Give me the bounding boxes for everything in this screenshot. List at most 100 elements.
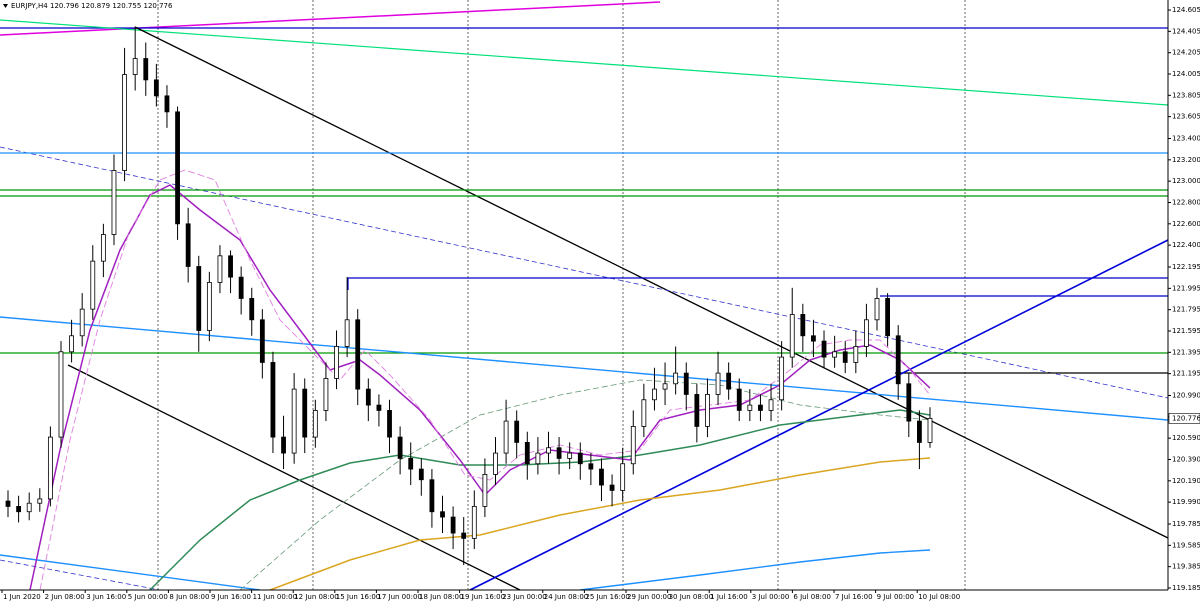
x-tick-label: 5 Jun 00:00 — [128, 593, 168, 601]
y-tick-label: 123.200 — [1172, 156, 1200, 164]
y-tick-label: 124.605 — [1172, 6, 1200, 14]
y-tick-label: 119.990 — [1172, 498, 1200, 506]
x-tick-label: 11 Jun 00:00 — [253, 593, 297, 601]
x-tick-label: 3 Jun 16:00 — [86, 593, 126, 601]
candle-body — [206, 282, 212, 331]
candle-body — [175, 111, 180, 225]
x-tick-label: 30 Jun 08:00 — [669, 593, 713, 601]
y-tick-label: 123.000 — [1172, 177, 1200, 185]
candle-body — [705, 394, 710, 427]
candle-body — [228, 255, 233, 278]
candle-body — [789, 314, 795, 358]
x-tick-label: 1 Jun 2020 — [3, 593, 41, 601]
channel-line — [134, 26, 1169, 539]
candle-body — [652, 388, 657, 401]
candle-body — [270, 362, 276, 438]
candle-body — [779, 356, 785, 401]
x-tick-label: 1 Jul 16:00 — [710, 593, 748, 601]
trend-line — [469, 239, 1169, 591]
price-axis-bg — [1168, 0, 1200, 603]
candle-body — [811, 335, 816, 342]
candle-body — [482, 474, 488, 507]
candle-body — [344, 319, 350, 347]
x-tick-label: 17 Jun 00:00 — [377, 593, 421, 601]
x-tick-label: 23 Jun 00:00 — [502, 593, 546, 601]
candle-body — [153, 79, 159, 97]
candle-body — [185, 223, 191, 267]
candle-body — [238, 276, 244, 299]
candle-body — [450, 516, 456, 534]
x-tick-label: 10 Jul 08:00 — [918, 593, 960, 601]
candle-body — [842, 351, 848, 363]
x-tick-label: 9 Jul 00:00 — [877, 593, 915, 601]
candle-body — [906, 383, 912, 422]
candle-body — [567, 452, 573, 459]
candle-body — [874, 298, 880, 321]
candle-body — [514, 420, 520, 443]
candle-body — [577, 452, 583, 465]
channel-line — [67, 364, 521, 591]
candle-body — [312, 410, 318, 438]
candles — [5, 26, 933, 566]
y-tick-label: 124.405 — [1172, 27, 1200, 35]
x-tick-label: 25 Jun 16:00 — [585, 593, 629, 601]
candle-body — [630, 426, 636, 465]
candle-body — [323, 378, 329, 411]
x-tick-label: 3 Jul 00:00 — [752, 593, 790, 601]
y-tick-label: 122.800 — [1172, 198, 1200, 206]
candle-body — [609, 484, 615, 491]
trend-line — [0, 146, 1169, 399]
y-tick-label: 122.400 — [1172, 241, 1200, 249]
candle-body — [164, 95, 170, 113]
y-tick-label: 121.195 — [1172, 370, 1200, 378]
candle-body — [493, 452, 498, 475]
x-tick-label: 29 Jun 00:00 — [627, 593, 671, 601]
candle-body — [5, 500, 11, 507]
candle-body — [662, 383, 668, 390]
candle-body — [715, 372, 721, 395]
candle-body — [122, 74, 127, 171]
chart-title: EURJPY,H4 120.796 120.879 120.755 120.77… — [11, 2, 173, 10]
candle-body — [26, 502, 32, 513]
moving-average — [269, 457, 931, 591]
candle-body — [429, 479, 435, 513]
last-price-box — [1168, 413, 1200, 424]
candle-body — [90, 260, 96, 310]
y-tick-label: 124.005 — [1172, 70, 1200, 78]
x-tick-label: 6 Jul 08:00 — [793, 593, 831, 601]
candle-body — [47, 436, 53, 500]
candle-body — [673, 372, 679, 385]
x-tick-label: 18 Jun 08:00 — [419, 593, 463, 601]
candle-body — [259, 319, 265, 363]
candle-body — [641, 399, 647, 427]
x-tick-label: 24 Jun 08:00 — [544, 593, 588, 601]
candle-body — [217, 255, 223, 283]
time-axis-bg — [0, 590, 1200, 603]
candle-body — [588, 463, 594, 470]
y-tick-label: 121.795 — [1172, 306, 1200, 314]
candle-body — [768, 399, 774, 411]
candle-body — [397, 436, 403, 459]
candle-body — [132, 58, 138, 75]
menu-arrow[interactable] — [3, 4, 8, 8]
axes: 124.605 124.405 124.205 124.005 123.805 123.6… — [1, 6, 1200, 601]
candle-body — [37, 498, 43, 504]
candle-body — [895, 335, 901, 385]
candle-body — [111, 170, 117, 235]
candle-body — [800, 314, 806, 337]
trend-line — [0, 19, 1169, 106]
y-tick-label: 124.205 — [1172, 49, 1200, 57]
candle-body — [736, 388, 742, 411]
candle-body — [143, 58, 149, 81]
x-tick-label: 9 Jun 16:00 — [211, 593, 251, 601]
candle-body — [408, 458, 414, 470]
moving-average — [579, 549, 931, 591]
y-tick-label: 119.785 — [1172, 520, 1200, 528]
candle-body — [100, 234, 106, 262]
y-tick-label: 121.395 — [1172, 348, 1200, 356]
candle-body — [917, 420, 922, 443]
candle-body — [503, 420, 509, 454]
candle-body — [79, 308, 85, 337]
